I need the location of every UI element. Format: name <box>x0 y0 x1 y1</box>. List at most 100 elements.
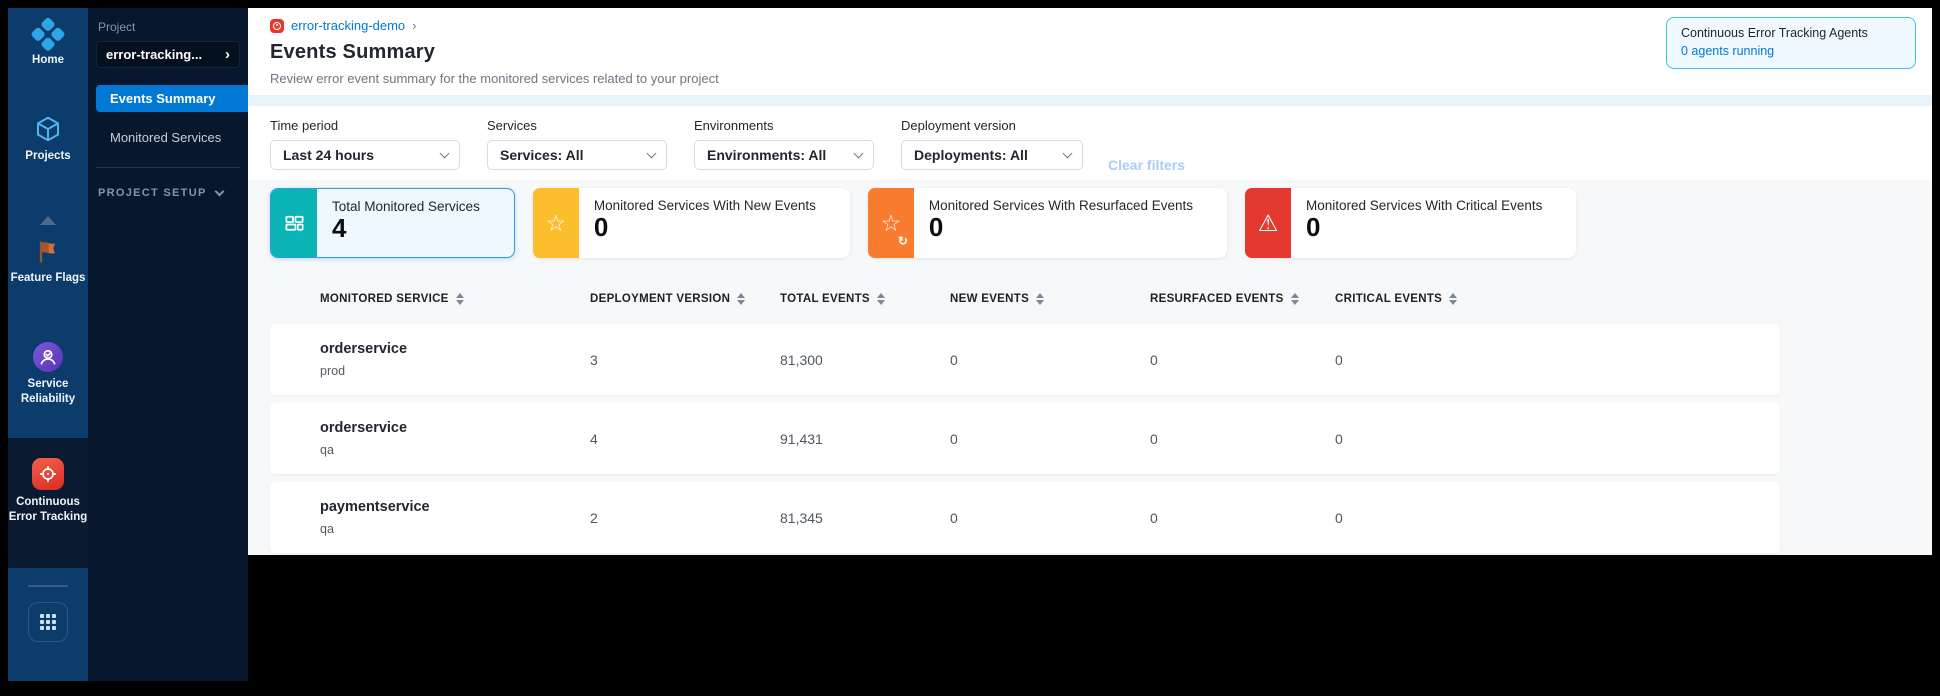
project-selector[interactable]: error-tracking... › <box>96 41 240 68</box>
dropdown-value: Deployments: All <box>914 147 1028 163</box>
column-header-monitored-service[interactable]: Monitored Service <box>270 293 590 305</box>
new-events-value: 0 <box>950 509 958 526</box>
sidebar-item-label: Feature Flags <box>10 272 86 284</box>
project-setup-toggle[interactable]: PROJECT SETUP <box>98 186 248 199</box>
flag-icon <box>39 241 55 263</box>
service-name[interactable]: paymentservice <box>320 499 430 515</box>
total-events-value: 81,345 <box>780 509 823 526</box>
chevron-right-icon: › <box>412 18 417 33</box>
service-name[interactable]: orderservice <box>320 420 408 436</box>
sort-icon[interactable] <box>876 293 885 305</box>
nav-item-monitored-services[interactable]: Monitored Services <box>88 124 248 151</box>
nav-item-label: Monitored Services <box>110 130 222 145</box>
sidebar-item-label: Service Reliability <box>20 378 76 405</box>
stat-card-label: Monitored Services With New Events <box>593 198 816 213</box>
app-window: Home Projects Feature Flags <box>8 8 1932 681</box>
total-events-value: 91,431 <box>780 430 823 447</box>
page-subtitle: Review error event summary for the monit… <box>270 71 719 86</box>
sort-icon[interactable] <box>737 293 746 305</box>
grid-icon <box>40 614 56 630</box>
table-row[interactable]: orderservice qa 4 91,431 0 0 0 <box>270 403 1780 474</box>
events-table: Monitored Service Deployment Version Tot… <box>270 284 1780 553</box>
sort-icon[interactable] <box>1036 293 1045 305</box>
dropdown-value: Last 24 hours <box>283 147 375 163</box>
sidebar-item-feature-flags[interactable]: Feature Flags <box>8 238 88 286</box>
stat-card-new-events[interactable]: ☆ Monitored Services With New Events 0 <box>532 188 850 258</box>
sort-icon[interactable] <box>1290 293 1299 305</box>
nav-item-events-summary[interactable]: Events Summary <box>96 85 248 112</box>
chevron-right-icon: › <box>225 46 230 63</box>
nav-divider <box>96 167 240 168</box>
harness-logo-icon <box>30 16 67 54</box>
column-header-resurfaced-events[interactable]: Resurfaced Events <box>1150 293 1335 305</box>
sidebar-item-label: Continuous Error Tracking <box>8 496 88 523</box>
agents-status-title: Continuous Error Tracking Agents <box>1681 26 1868 40</box>
stat-card-critical-events[interactable]: ⚠ Monitored Services With Critical Event… <box>1245 188 1577 258</box>
cube-icon <box>37 116 59 142</box>
page-header: error-tracking-demo › Events Summary Rev… <box>248 8 1932 95</box>
sidebar-item-label: Home <box>32 54 64 66</box>
filter-group-environments: Environments Environments: All <box>694 118 874 180</box>
page-title: Events Summary <box>270 41 436 63</box>
critical-events-value: 0 <box>1335 351 1343 368</box>
chevron-down-icon <box>646 148 657 159</box>
breadcrumb-project-link[interactable]: error-tracking-demo <box>291 18 406 33</box>
nav-item-label: Events Summary <box>110 91 216 106</box>
agents-status-card: Continuous Error Tracking Agents 0 agent… <box>1666 17 1916 69</box>
critical-events-value: 0 <box>1335 430 1343 447</box>
column-header-deployment-version[interactable]: Deployment Version <box>590 293 780 305</box>
service-environment: prod <box>320 364 346 378</box>
column-header-new-events[interactable]: New Events <box>950 293 1150 305</box>
sort-icon[interactable] <box>455 293 464 305</box>
project-label: Project <box>98 20 136 34</box>
sidebar-item-service-reliability[interactable]: Service Reliability <box>8 342 88 407</box>
table-body: orderservice prod 3 81,300 0 0 0 orderse… <box>270 324 1780 553</box>
sidebar-item-projects[interactable]: Projects <box>8 114 88 164</box>
apps-menu-button[interactable] <box>28 602 68 642</box>
sidebar-item-continuous-error-tracking[interactable]: Continuous Error Tracking <box>8 458 88 525</box>
stat-card-total-monitored-services[interactable]: Total Monitored Services 4 <box>270 188 515 258</box>
column-header-critical-events[interactable]: Critical Events <box>1335 293 1780 305</box>
module-sidebar: Home Projects Feature Flags <box>8 8 88 681</box>
time-period-dropdown[interactable]: Last 24 hours <box>270 140 460 170</box>
dropdown-value: Environments: All <box>707 147 827 163</box>
project-setup-label: PROJECT SETUP <box>98 187 207 199</box>
main-area: error-tracking-demo › Events Summary Rev… <box>248 8 1932 681</box>
filter-group-deployment-version: Deployment version Deployments: All <box>901 118 1083 180</box>
services-dropdown[interactable]: Services: All <box>487 140 667 170</box>
filter-group-services: Services Services: All <box>487 118 667 180</box>
resurfaced-events-value: 0 <box>1150 351 1158 368</box>
star-resurfaced-icon: ☆ ↻ <box>867 188 914 258</box>
service-name[interactable]: orderservice <box>320 341 408 357</box>
clear-filters-button[interactable]: Clear filters <box>1108 157 1186 173</box>
table-row[interactable]: orderservice prod 3 81,300 0 0 0 <box>270 324 1780 395</box>
filter-group-time-period: Time period Last 24 hours <box>270 118 460 180</box>
agents-running-link[interactable]: 0 agents running <box>1681 44 1775 58</box>
deployment-version-value: 2 <box>590 509 598 526</box>
deployments-dropdown[interactable]: Deployments: All <box>901 140 1083 170</box>
service-environment: qa <box>320 443 334 457</box>
total-events-value: 81,300 <box>780 351 823 368</box>
environments-dropdown[interactable]: Environments: All <box>694 140 874 170</box>
stat-card-label: Total Monitored Services <box>332 199 480 214</box>
filter-bar: Time period Last 24 hours Services Servi… <box>248 106 1932 180</box>
table-header-row: Monitored Service Deployment Version Tot… <box>270 284 1780 314</box>
stat-card-value: 0 <box>1306 212 1321 242</box>
service-environment: qa <box>320 522 334 536</box>
stat-card-resurfaced-events[interactable]: ☆ ↻ Monitored Services With Resurfaced E… <box>867 188 1228 258</box>
sort-icon[interactable] <box>1449 293 1458 305</box>
resurfaced-events-value: 0 <box>1150 430 1158 447</box>
error-tracking-crumb-icon <box>270 18 284 33</box>
sidebar-item-home[interactable]: Home <box>8 16 88 68</box>
stat-card-value: 4 <box>332 213 347 243</box>
sidebar-item-label: Projects <box>25 150 71 162</box>
filter-label: Deployment version <box>901 118 1016 133</box>
content-area: Total Monitored Services 4 ☆ Monitored S… <box>248 180 1932 555</box>
filter-label: Time period <box>270 118 339 133</box>
table-row[interactable]: paymentservice qa 2 81,345 0 0 0 <box>270 482 1780 553</box>
scroll-up-icon[interactable] <box>40 216 56 225</box>
project-selector-value: error-tracking... <box>106 47 203 62</box>
services-grid-icon <box>271 189 317 257</box>
column-header-total-events[interactable]: Total Events <box>780 293 950 305</box>
error-tracking-target-icon <box>32 458 64 490</box>
